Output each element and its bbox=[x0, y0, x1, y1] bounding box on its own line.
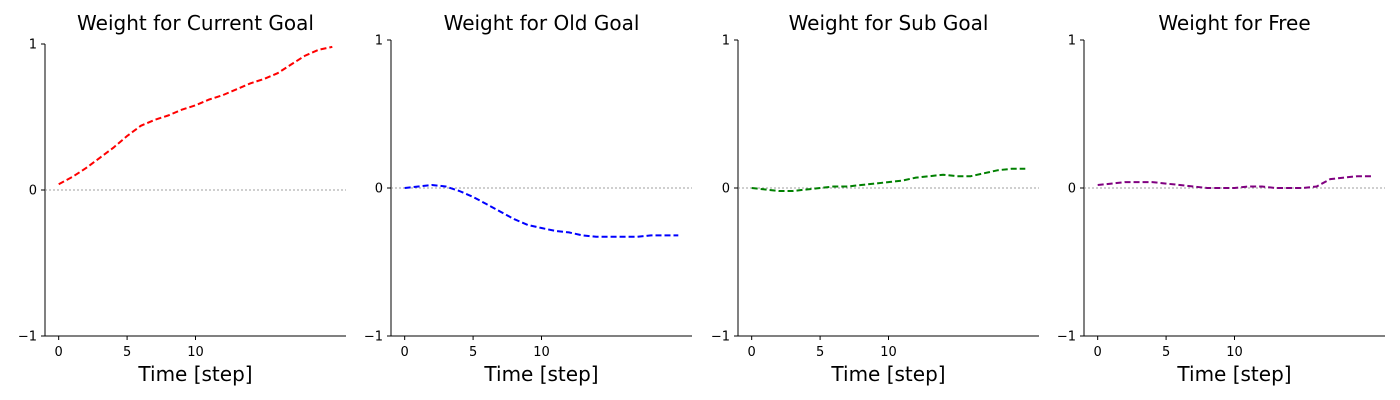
y-tick-label: 0 bbox=[375, 182, 383, 197]
x-tick-label: 5 bbox=[816, 345, 824, 360]
y-tick-label: 1 bbox=[375, 34, 383, 49]
x-tick-label: 0 bbox=[1094, 345, 1102, 360]
x-tick-label: 5 bbox=[123, 345, 131, 360]
x-axis-label: Time [step] bbox=[1176, 362, 1291, 386]
x-axis-label: Time [step] bbox=[830, 362, 945, 386]
y-tick-label: 0 bbox=[1068, 182, 1076, 197]
x-tick-label: 0 bbox=[55, 345, 63, 360]
y-tick-label: −1 bbox=[364, 330, 383, 345]
series-line bbox=[58, 45, 333, 186]
chart-title: Weight for Free bbox=[1158, 11, 1310, 35]
series-line bbox=[751, 167, 1026, 192]
y-tick-label: −1 bbox=[18, 330, 37, 345]
x-tick-label: 10 bbox=[187, 345, 204, 360]
x-tick-label: 5 bbox=[1162, 345, 1170, 360]
chart-title: Weight for Current Goal bbox=[77, 11, 314, 35]
chart-title: Weight for Old Goal bbox=[444, 11, 640, 35]
y-tick-label: 1 bbox=[1068, 34, 1076, 49]
y-tick-label: 0 bbox=[29, 184, 37, 199]
series-line bbox=[1097, 175, 1372, 189]
y-tick-label: −1 bbox=[1057, 330, 1076, 345]
x-tick-label: 10 bbox=[880, 345, 897, 360]
y-tick-label: 0 bbox=[722, 182, 730, 197]
chart-title: Weight for Sub Goal bbox=[789, 11, 989, 35]
x-axis-label: Time [step] bbox=[137, 362, 252, 386]
x-axis-label: Time [step] bbox=[483, 362, 598, 386]
x-tick-label: 0 bbox=[748, 345, 756, 360]
y-tick-label: 1 bbox=[722, 34, 730, 49]
x-tick-label: 5 bbox=[469, 345, 477, 360]
y-tick-label: 1 bbox=[29, 38, 37, 53]
x-tick-label: 0 bbox=[401, 345, 409, 360]
x-tick-label: 10 bbox=[1226, 345, 1243, 360]
series-line bbox=[404, 183, 679, 238]
x-tick-label: 10 bbox=[533, 345, 550, 360]
y-tick-label: −1 bbox=[711, 330, 730, 345]
